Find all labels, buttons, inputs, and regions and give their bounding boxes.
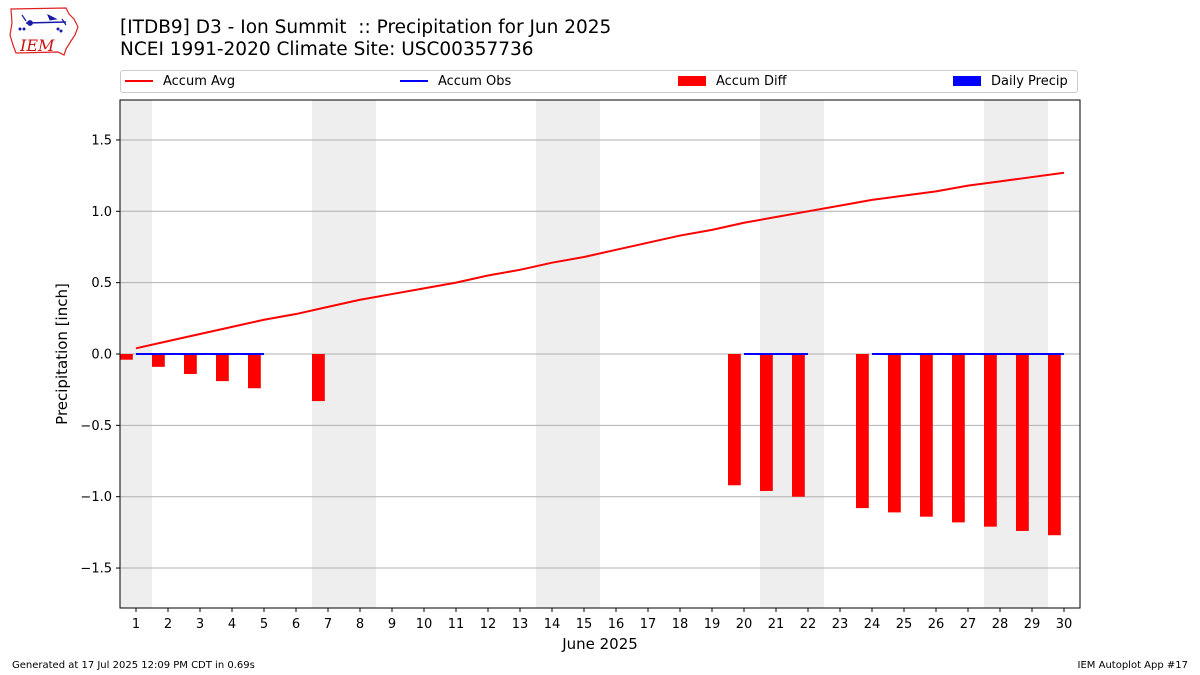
x-tick-label-22: 23 xyxy=(832,617,849,632)
x-tick-label-12: 13 xyxy=(512,617,529,632)
weather-symbols-icon xyxy=(18,13,67,33)
bar-accum-diff-day-28 xyxy=(984,354,997,527)
x-tick-label-25: 26 xyxy=(928,617,945,632)
legend-swatch-daily-precip xyxy=(953,75,981,86)
x-tick-label-27: 28 xyxy=(992,617,1009,632)
legend-item-daily-precip: Daily Precip xyxy=(953,74,1068,89)
x-tick-label-8: 9 xyxy=(388,617,396,632)
legend: Accum Avg Accum Obs Accum Diff Daily Pre… xyxy=(120,70,1078,93)
bar-accum-diff-day-30 xyxy=(1048,354,1061,536)
bar-accum-diff-day-1 xyxy=(120,354,133,360)
x-axis-label: June 2025 xyxy=(561,635,638,653)
x-tick-label-11: 12 xyxy=(480,617,497,632)
y-tick-label-5: 1.0 xyxy=(91,205,112,220)
x-tick-label-23: 24 xyxy=(864,617,881,632)
x-tick-label-17: 18 xyxy=(672,617,689,632)
axes-layer: −1.5−1.0−0.50.00.51.01.51 2 3 4 5 6 7 8 9 10 11 12 1… xyxy=(80,133,1072,632)
legend-label-accum-diff: Accum Diff xyxy=(716,74,787,89)
x-tick-label-16: 17 xyxy=(640,617,657,632)
iowa-outline-icon xyxy=(9,7,79,56)
line-accum-avg-0 xyxy=(135,171,1065,350)
y-tick-label-1: −1.0 xyxy=(80,490,112,505)
legend-swatch-accum-diff xyxy=(678,75,706,86)
generated-timestamp: Generated at 17 Jul 2025 12:09 PM CDT in… xyxy=(12,660,255,671)
legend-label-daily-precip: Daily Precip xyxy=(991,74,1068,89)
x-tick-label-26: 27 xyxy=(960,617,977,632)
accum-diff-bars xyxy=(120,354,1061,536)
x-tick-label-24: 25 xyxy=(896,617,913,632)
x-tick-label-10: 11 xyxy=(448,617,465,632)
bar-accum-diff-day-21 xyxy=(760,354,773,491)
legend-label-accum-avg: Accum Avg xyxy=(163,74,236,89)
legend-item-accum-avg: Accum Avg xyxy=(125,74,235,89)
bar-accum-diff-day-3 xyxy=(184,354,197,374)
bar-accum-diff-day-5 xyxy=(248,354,261,389)
bar-accum-diff-day-24 xyxy=(856,354,869,509)
x-tick-label-9: 10 xyxy=(416,617,433,632)
x-tick-label-18: 19 xyxy=(704,617,721,632)
x-tick-label-5: 6 xyxy=(292,617,300,632)
y-tick-label-3: 0.0 xyxy=(91,348,112,363)
iem-logo: IEM xyxy=(9,7,79,56)
legend-label-accum-obs: Accum Obs xyxy=(438,74,512,89)
y-tick-label-4: 0.5 xyxy=(91,276,112,291)
y-tick-label-2: −0.5 xyxy=(80,419,112,434)
bar-accum-diff-day-4 xyxy=(216,354,229,382)
bar-accum-diff-day-22 xyxy=(792,354,805,497)
x-tick-label-21: 22 xyxy=(800,617,817,632)
logo-text: IEM xyxy=(19,36,55,55)
x-tick-label-29: 30 xyxy=(1056,617,1073,632)
x-tick-label-14: 15 xyxy=(576,617,593,632)
app-credit: IEM Autoplot App #17 xyxy=(1077,660,1188,671)
x-tick-label-19: 20 xyxy=(736,617,753,632)
bar-accum-diff-day-2 xyxy=(152,354,165,367)
bar-accum-diff-day-27 xyxy=(952,354,965,523)
y-tick-label-0: −1.5 xyxy=(80,562,112,577)
chart-title: [ITDB9] D3 - Ion Summit :: Precipitation… xyxy=(120,17,612,38)
legend-swatch-accum-avg xyxy=(125,79,153,82)
legend-item-accum-obs: Accum Obs xyxy=(400,74,511,89)
x-tick-label-0: 1 xyxy=(132,617,140,632)
bar-accum-diff-day-25 xyxy=(888,354,901,513)
x-tick-label-3: 4 xyxy=(228,617,236,632)
series-lines xyxy=(135,171,1065,355)
x-tick-label-20: 21 xyxy=(768,617,785,632)
legend-item-accum-diff: Accum Diff xyxy=(678,74,787,89)
chart-subtitle: NCEI 1991-2020 Climate Site: USC00357736 xyxy=(120,39,534,60)
legend-swatch-accum-obs xyxy=(400,79,428,82)
x-tick-label-7: 8 xyxy=(356,617,364,632)
bar-accum-diff-day-20 xyxy=(728,354,741,486)
x-tick-label-1: 2 xyxy=(164,617,172,632)
bar-accum-diff-day-29 xyxy=(1016,354,1029,531)
y-tick-label-6: 1.5 xyxy=(91,133,112,148)
x-tick-label-6: 7 xyxy=(324,617,332,632)
x-tick-label-4: 5 xyxy=(260,617,268,632)
x-tick-label-15: 16 xyxy=(608,617,625,632)
bar-accum-diff-day-7 xyxy=(312,354,325,402)
x-tick-label-2: 3 xyxy=(196,617,204,632)
bar-accum-diff-day-26 xyxy=(920,354,933,517)
x-tick-label-13: 14 xyxy=(544,617,561,632)
y-axis-label: Precipitation [inch] xyxy=(53,283,71,425)
x-tick-label-28: 29 xyxy=(1024,617,1041,632)
